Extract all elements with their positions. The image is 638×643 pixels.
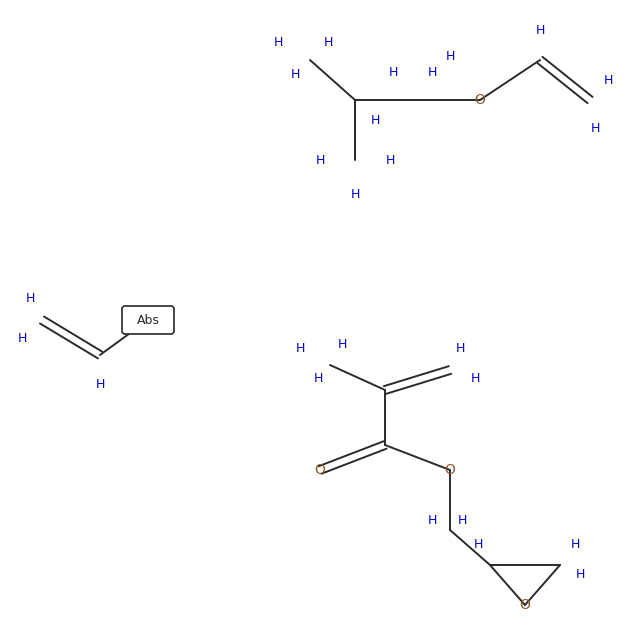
Text: O: O xyxy=(519,598,530,612)
Text: O: O xyxy=(475,93,486,107)
Text: H: H xyxy=(456,341,464,354)
Text: H: H xyxy=(470,372,480,385)
Text: H: H xyxy=(590,122,600,134)
Text: H: H xyxy=(313,372,323,385)
Text: H: H xyxy=(315,154,325,167)
Text: H: H xyxy=(389,66,397,78)
Text: H: H xyxy=(570,538,580,552)
Text: Abs: Abs xyxy=(137,314,160,327)
Text: H: H xyxy=(535,24,545,37)
Text: H: H xyxy=(295,341,305,354)
Text: H: H xyxy=(370,114,380,127)
Text: H: H xyxy=(427,514,436,527)
Text: H: H xyxy=(350,188,360,201)
Text: H: H xyxy=(95,379,105,392)
Text: H: H xyxy=(323,35,332,48)
Text: H: H xyxy=(290,69,300,82)
Text: H: H xyxy=(273,35,283,48)
Text: H: H xyxy=(604,73,612,87)
Text: H: H xyxy=(445,51,455,64)
Text: O: O xyxy=(445,463,456,477)
Text: H: H xyxy=(473,538,483,552)
Text: O: O xyxy=(315,463,325,477)
Text: H: H xyxy=(385,154,395,167)
Text: H: H xyxy=(575,568,584,581)
Text: H: H xyxy=(338,338,346,352)
FancyBboxPatch shape xyxy=(122,306,174,334)
Text: H: H xyxy=(17,332,27,345)
Text: H: H xyxy=(457,514,466,527)
Text: H: H xyxy=(26,291,34,305)
Text: H: H xyxy=(427,66,436,78)
